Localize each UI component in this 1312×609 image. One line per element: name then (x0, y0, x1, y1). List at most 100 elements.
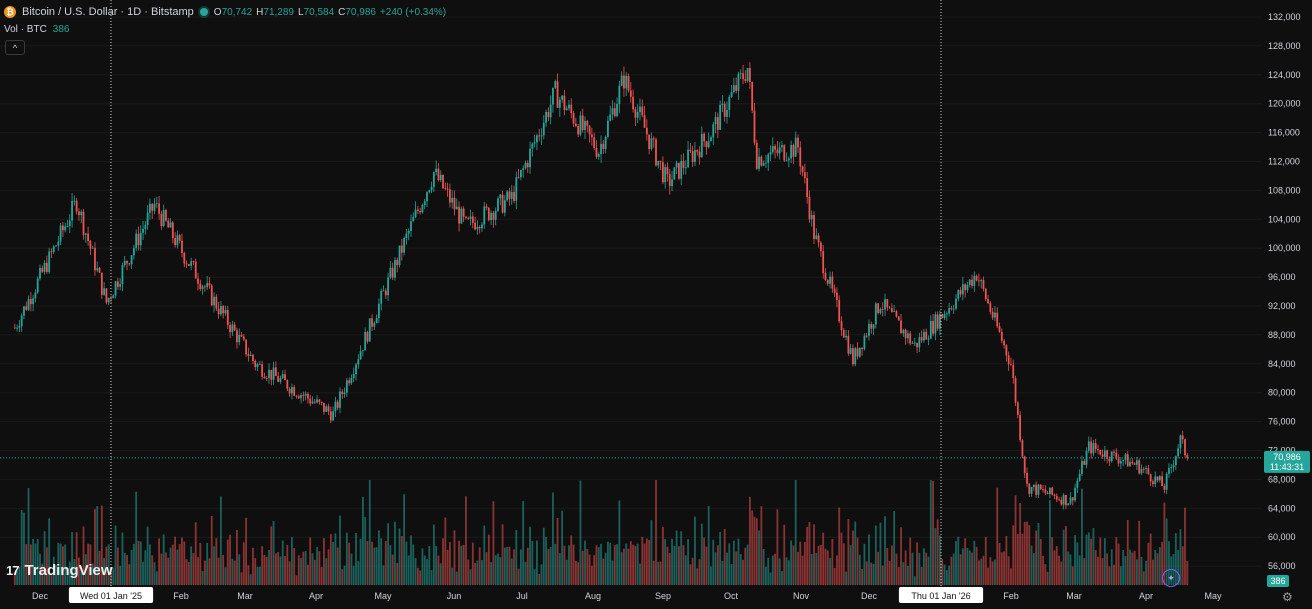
volume-bar (552, 492, 554, 585)
candle-body (847, 335, 850, 354)
volume-bar (762, 548, 765, 585)
candle-body (948, 308, 951, 314)
volume-bar (465, 496, 467, 585)
candle-body (378, 303, 380, 319)
volume-bar (618, 500, 621, 585)
volume-bar (680, 531, 683, 585)
volume-bar (430, 570, 433, 585)
volume-legend[interactable]: Vol · BTC 386 (4, 24, 69, 35)
candle-body (94, 247, 96, 271)
candle-body (144, 225, 147, 229)
volume-bar (1122, 549, 1125, 585)
candle-body (810, 215, 813, 220)
candle-body (737, 73, 740, 91)
volume-bar (242, 542, 245, 585)
volume-bar (66, 573, 69, 585)
price-axis[interactable]: 132,000 128,000 124,000 120,000 116,000 112,0… (1268, 12, 1301, 571)
time-axis[interactable]: Dec Wed 01 Jan '25 Feb Mar Apr May Jun Jul Aug Se… (32, 587, 1222, 603)
volume-bar (304, 551, 307, 585)
volume-bar (1129, 549, 1131, 585)
volume-tag (1267, 575, 1289, 587)
candle-body (1126, 454, 1129, 467)
volume-bar (650, 520, 653, 585)
volume-bar (916, 542, 918, 585)
volume-bar (483, 525, 486, 585)
candle-body (721, 103, 724, 105)
volume-bar (1051, 537, 1054, 585)
collapse-legend-button[interactable]: ^ (5, 40, 25, 55)
candle-body (1163, 485, 1166, 490)
candle-body (487, 207, 490, 221)
candle-body (787, 158, 790, 161)
volume-bar (893, 511, 896, 585)
candle-body (240, 334, 243, 337)
candle-body (410, 221, 412, 231)
candle-body (107, 297, 110, 303)
volume-bar (643, 543, 646, 585)
candle-body (302, 394, 305, 396)
volume-bar (758, 530, 760, 585)
candle-body (1186, 455, 1189, 458)
candle-body (570, 104, 573, 114)
candle-body (23, 306, 25, 316)
volume-bar (730, 564, 733, 585)
volume-bar (368, 480, 371, 585)
y-tick-label: 92,000 (1268, 301, 1296, 311)
volume-bar (765, 566, 767, 585)
candle-body (607, 120, 609, 137)
volume-bar (840, 532, 843, 585)
candle-body (256, 364, 259, 368)
volume-bar (1145, 560, 1147, 585)
volume-bar (682, 545, 685, 585)
volume-bar (220, 496, 222, 585)
candle-body (698, 151, 701, 158)
candle-body (245, 339, 247, 355)
candle-body (675, 162, 678, 168)
tradingview-logo[interactable]: 17 TradingView (6, 562, 113, 579)
candle-body (279, 378, 282, 382)
volume-bar (403, 494, 406, 585)
volume-bar (116, 547, 119, 585)
volume-bar (185, 559, 188, 585)
sparkle-icon[interactable]: ✦ (1162, 569, 1180, 587)
gear-icon[interactable]: ⚙ (1282, 590, 1293, 604)
volume-bar (1085, 534, 1088, 585)
candle-body (673, 167, 676, 180)
volume-bar (41, 563, 44, 585)
symbol-title[interactable]: Bitcoin / U.S. Dollar · 1D · Bitstamp (22, 6, 194, 18)
volume-bar (1067, 551, 1070, 585)
candle-body (185, 263, 188, 265)
volume-bar (1087, 532, 1090, 585)
y-tick-label: 56,000 (1268, 561, 1296, 571)
candle-body (176, 235, 179, 246)
volume-bar (703, 537, 705, 585)
candle-body (89, 241, 92, 249)
volume-bar (957, 536, 960, 585)
volume-bar (1092, 528, 1095, 585)
candle-body (982, 280, 985, 289)
candle-body (863, 335, 866, 350)
volume-bar (499, 557, 502, 585)
candle-body (620, 75, 623, 86)
volume-bar (75, 532, 78, 585)
volume-bar (822, 532, 825, 585)
candle-body (249, 354, 252, 356)
candle-body (313, 401, 316, 403)
candle-body (616, 104, 618, 117)
market-status-icon[interactable] (199, 8, 208, 16)
candle-body (952, 308, 955, 310)
candle-body (316, 399, 318, 403)
candle-body (41, 267, 44, 272)
bar-countdown: 11:43:31 (1270, 462, 1304, 472)
candle-body (971, 279, 973, 286)
candle-body (270, 369, 273, 380)
volume-bar (1074, 535, 1076, 585)
volume-bar (526, 547, 529, 585)
volume-bar (1131, 552, 1134, 585)
volume-bar (1163, 502, 1166, 585)
volume-bar (394, 521, 396, 585)
volume-bar (224, 567, 227, 585)
candle-body (854, 348, 857, 365)
candle-body (1076, 480, 1079, 488)
